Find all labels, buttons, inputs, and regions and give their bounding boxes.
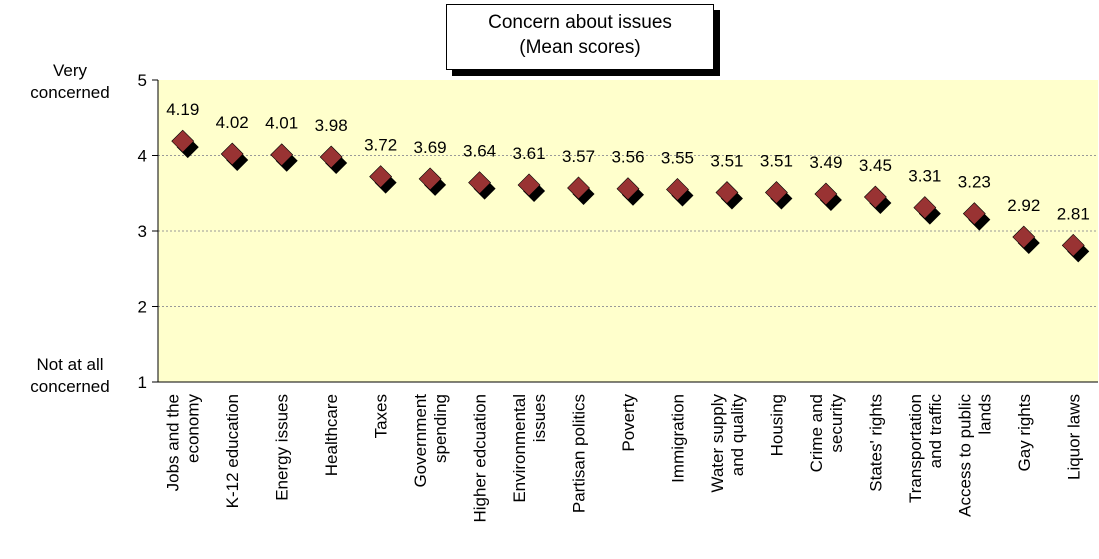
gridlines [158, 155, 1098, 307]
data-point-marker [962, 202, 991, 231]
data-label: 3.45 [859, 156, 892, 175]
category-label: Transportationand traffic [906, 394, 945, 503]
y-tick-label: 1 [138, 373, 147, 392]
data-point-marker [468, 171, 496, 200]
data-point-marker [814, 182, 842, 212]
data-label: 3.57 [562, 147, 595, 166]
data-point-marker [863, 185, 892, 215]
data-point-marker [764, 181, 793, 210]
data-point-marker [270, 143, 298, 172]
category-label: Poverty [619, 394, 638, 452]
category-label: Environmentalissues [510, 394, 549, 503]
data-markers [171, 129, 1090, 263]
data-label: 3.72 [364, 136, 397, 155]
data-label: 3.49 [809, 153, 842, 172]
data-label: 4.19 [166, 100, 199, 119]
category-label: Water supplyand quality [708, 394, 747, 493]
data-point-marker [369, 165, 397, 194]
chart-subtitle: (Mean scores) [519, 37, 641, 58]
data-label: 3.55 [661, 148, 694, 167]
data-label: 3.56 [611, 148, 644, 167]
data-point-marker [1012, 225, 1040, 255]
data-point-marker [666, 178, 694, 207]
data-point-marker [418, 167, 447, 196]
data-labels: 4.19 4.02 4.01 3.98 3.72 3.69 3.64 3.61 3.57 3.56… [166, 100, 1090, 223]
category-label: Healthcare [322, 394, 341, 476]
data-label: 3.31 [908, 167, 941, 186]
category-label: Jobs and theeconomy [164, 394, 203, 492]
data-point-marker [616, 177, 644, 206]
y-anchor-top-label: Very concerned [30, 61, 109, 102]
category-label: States' rights [866, 394, 885, 492]
category-label: Liquor laws [1064, 394, 1083, 480]
data-label: 3.23 [958, 173, 991, 192]
category-label: Housing [767, 394, 786, 456]
category-labels: Jobs and theeconomy K-12 education Energy … [164, 394, 1084, 523]
category-label: Energy issues [273, 394, 292, 501]
data-point-marker [715, 181, 743, 210]
data-point-marker [171, 129, 199, 159]
data-label: 2.92 [1007, 196, 1040, 215]
category-label: K-12 education [223, 394, 242, 508]
y-anchor-bottom-label: Not at all concerned [30, 355, 109, 396]
data-label: 3.69 [414, 138, 447, 157]
data-point-marker [913, 196, 941, 225]
data-label: 3.64 [463, 142, 496, 161]
data-label: 3.61 [513, 144, 546, 163]
category-label: Taxes [372, 394, 391, 438]
y-tick-label: 2 [138, 298, 147, 317]
category-label: Partisan politics [570, 394, 589, 513]
category-label: Access to publiclands [955, 394, 994, 517]
category-label: Governmentspending [411, 394, 450, 488]
y-axis-anchor-labels: Very concerned Not at all concerned [30, 61, 109, 396]
data-point-marker [220, 142, 249, 171]
chart-title: Concern about issues [488, 12, 672, 33]
data-point-marker [1061, 233, 1090, 263]
data-point-marker [517, 173, 546, 202]
y-tick-label: 4 [138, 147, 147, 166]
y-tick-label: 3 [138, 222, 147, 241]
data-point-marker [319, 145, 348, 175]
y-axis: 1 2 3 4 5 [138, 71, 1098, 392]
category-label: Gay rights [1015, 394, 1034, 471]
data-point-marker [567, 176, 595, 205]
y-tick-label: 5 [138, 71, 147, 90]
data-label: 4.01 [265, 114, 298, 133]
data-label: 4.02 [216, 113, 249, 132]
category-label: Immigration [668, 394, 687, 483]
data-label: 3.51 [760, 151, 793, 170]
data-label: 3.98 [315, 116, 348, 135]
category-label: Higher edcuation [471, 394, 490, 523]
data-label: 2.81 [1057, 204, 1090, 223]
data-label: 3.51 [710, 151, 743, 170]
chart-title-box: Concern about issues (Mean scores) [446, 4, 714, 70]
category-label: Crime andsecurity [807, 394, 846, 473]
